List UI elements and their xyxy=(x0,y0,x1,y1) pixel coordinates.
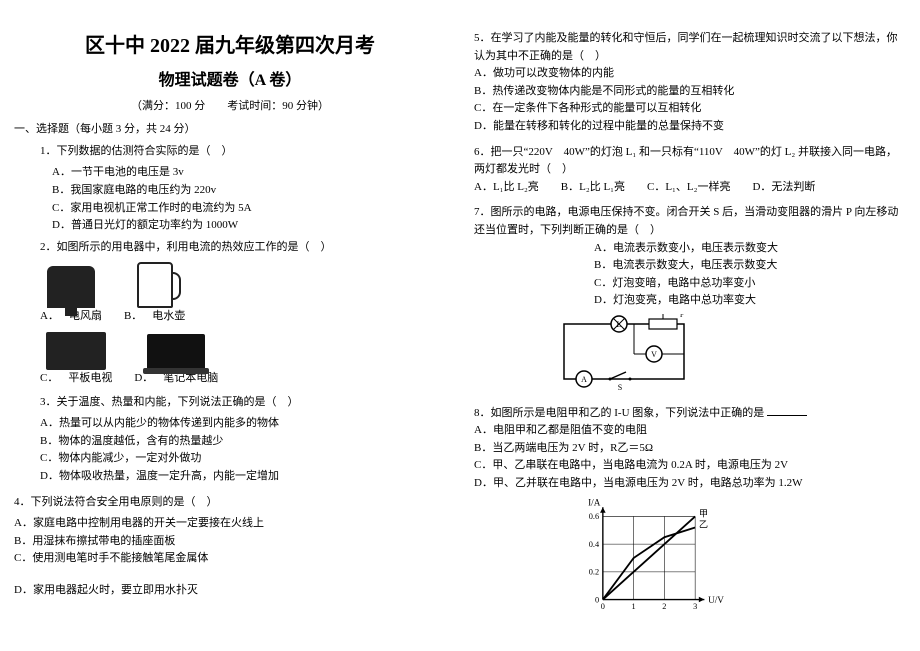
q2-a-letter: A． xyxy=(40,308,59,326)
q1-opt-a: A．一节干电池的电压是 3v xyxy=(52,164,446,182)
left-column: 区十中 2022 届九年级第四次月考 物理试题卷（A 卷） （满分：100 分 … xyxy=(0,0,460,651)
q2-image-row-2: C． 平板电视 D． 笔记本电脑 xyxy=(40,332,446,388)
svg-text:乙: 乙 xyxy=(699,520,708,530)
exam-meta: （满分：100 分 考试时间：90 分钟） xyxy=(14,98,446,116)
q1-opt-c: C．家用电视机正常工作时的电流约为 5A xyxy=(52,200,446,218)
q8-opt-b: B．当乙两端电压为 2V 时，R乙＝5Ω xyxy=(474,440,906,458)
svg-text:2: 2 xyxy=(662,602,666,611)
svg-text:0.4: 0.4 xyxy=(589,540,600,549)
svg-text:0.2: 0.2 xyxy=(589,568,599,577)
svg-text:I/A: I/A xyxy=(588,498,601,507)
q4-opt-d: D．家用电器起火时，要立即用水扑灭 xyxy=(14,582,446,600)
q2-laptop-cell: D． 笔记本电脑 xyxy=(134,334,218,388)
q4-opt-b: B．用湿抹布擦拭带电的插座面板 xyxy=(14,533,446,551)
q7-opt-d: D．灯泡变亮，电路中总功率变大 xyxy=(594,292,906,310)
q1-opt-d: D．普通日光灯的额定功率约为 1000W xyxy=(52,217,446,235)
q7-opt-c: C．灯泡变暗，电路中总功率变小 xyxy=(594,275,906,293)
circuit-diagram: A L P V S xyxy=(554,314,694,394)
q2-fan-cell: A． 电风扇 xyxy=(40,266,102,326)
q2-b-letter: B． xyxy=(124,308,142,326)
q2-label-b: B． 电水壶 xyxy=(124,308,185,326)
svg-text:甲: 甲 xyxy=(699,509,708,519)
q8-opt-d: D．甲、乙并联在电路中，当电源电压为 2V 时，电路总功率为 1.2W xyxy=(474,475,906,493)
q5-opt-d: D．能量在转移和转化的过程中能量的总量保持不变 xyxy=(474,118,906,136)
q4-opt-c: C．使用测电笔时手不能接触笔尾金属体 xyxy=(14,550,446,568)
q7-opt-a: A．电流表示数变小，电压表示数变大 xyxy=(594,240,906,258)
q2-stem: 2．如图所示的用电器中，利用电流的热效应工作的是（ ） xyxy=(40,239,446,257)
q3-opt-b: B．物体的温度越低，含有的热量越少 xyxy=(40,433,446,451)
q8-opt-c: C．甲、乙串联在电路中，当电路电流为 0.2A 时，电源电压为 2V xyxy=(474,457,906,475)
q2-image-row-1: A． 电风扇 B． 电水壶 xyxy=(40,262,446,326)
q1-opt-b: B．我国家庭电路的电压约为 220v xyxy=(52,182,446,200)
q5-opt-b: B．热传递改变物体内能是不同形式的能量的互相转化 xyxy=(474,83,906,101)
svg-text:1: 1 xyxy=(632,602,636,611)
q6-opts: A．L₁比 L₂亮 B．L₂比 L₁亮 C．L₁、L₂一样亮 D．无法判断 xyxy=(474,179,906,197)
tv-icon xyxy=(46,332,106,370)
right-column: 5．在学习了内能及能量的转化和守恒后，同学们在一起梳理知识时交流了以下想法，你认… xyxy=(460,0,920,651)
laptop-icon xyxy=(147,334,205,370)
svg-text:A: A xyxy=(581,375,587,384)
q2-b-text: 电水壶 xyxy=(152,308,185,326)
q4-opt-a: A．家庭电路中控制用电器的开关一定要接在火线上 xyxy=(14,515,446,533)
q3-opt-c: C．物体内能减少，一定对外做功 xyxy=(40,450,446,468)
blank-underline xyxy=(767,406,807,416)
svg-text:0.6: 0.6 xyxy=(589,513,599,522)
q5-stem: 5．在学习了内能及能量的转化和守恒后，同学们在一起梳理知识时交流了以下想法，你认… xyxy=(474,30,906,65)
q1-stem: 1．下列数据的估测符合实际的是（ ） xyxy=(40,143,446,161)
q2-kettle-cell: B． 电水壶 xyxy=(124,262,185,326)
q8-stem-text: 8．如图所示是电阻甲和乙的 I-U 图象，下列说法中正确的是 xyxy=(474,407,764,419)
page-title: 区十中 2022 届九年级第四次月考 xyxy=(14,30,446,62)
q2-tv-cell: C． 平板电视 xyxy=(40,332,112,388)
iu-chart: 0 1 2 3 0 0.2 0.4 0.6 U/V I/A 甲乙 xyxy=(574,498,724,618)
q6-stem: 6．把一只“220V 40W”的灯泡 L₁ 和一只标有“110V 40W”的灯 … xyxy=(474,144,906,179)
q8-stem: 8．如图所示是电阻甲和乙的 I-U 图象，下列说法中正确的是 xyxy=(474,405,906,423)
q2-c-letter: C． xyxy=(40,370,58,388)
q2-label-c: C． 平板电视 xyxy=(40,370,112,388)
svg-text:0: 0 xyxy=(595,596,599,605)
q4-stem: 4．下列说法符合安全用电原则的是（ ） xyxy=(14,494,446,512)
q3-opt-a: A．热量可以从内能少的物体传递到内能多的物体 xyxy=(40,415,446,433)
section-1-heading: 一、选择题（每小题 3 分，共 24 分） xyxy=(14,121,446,139)
svg-text:0: 0 xyxy=(601,602,605,611)
q8-opt-a: A．电阻甲和乙都是阻值不变的电阻 xyxy=(474,422,906,440)
svg-text:S: S xyxy=(618,383,622,392)
q7-stem: 7．图所示的电路，电源电压保持不变。闭合开关 S 后，当滑动变阻器的滑片 P 向… xyxy=(474,204,906,239)
svg-text:P: P xyxy=(680,314,684,319)
q2-c-text: 平板电视 xyxy=(68,370,112,388)
q7-opt-b: B．电流表示数变大，电压表示数变大 xyxy=(594,257,906,275)
svg-text:U/V: U/V xyxy=(708,596,724,606)
q3-stem: 3．关于温度、热量和内能，下列说法正确的是（ ） xyxy=(40,394,446,412)
q5-opt-a: A．做功可以改变物体的内能 xyxy=(474,65,906,83)
svg-text:3: 3 xyxy=(693,602,697,611)
kettle-icon xyxy=(137,262,173,308)
fan-icon xyxy=(47,266,95,308)
q3-opt-d: D．物体吸收热量，温度一定升高，内能一定增加 xyxy=(40,468,446,486)
svg-text:V: V xyxy=(651,350,657,359)
page-subtitle: 物理试题卷（A 卷） xyxy=(14,68,446,94)
q5-opt-c: C．在一定条件下各种形式的能量可以互相转化 xyxy=(474,100,906,118)
